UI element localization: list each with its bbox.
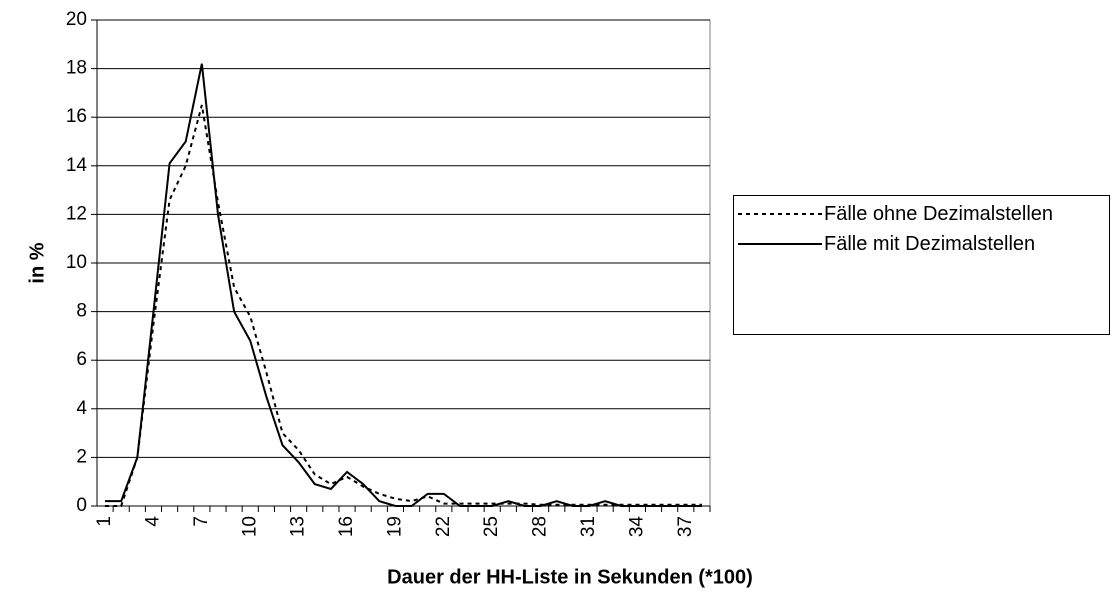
legend-entry: Fälle ohne Dezimalstellen — [734, 202, 1109, 226]
x-tick-label: 37 — [675, 516, 696, 537]
legend: Fälle ohne Dezimalstellen Fälle mit Dezim… — [733, 195, 1110, 335]
x-tick-label: 13 — [288, 516, 309, 537]
legend-entry: Fälle mit Dezimalstellen — [734, 232, 1109, 256]
x-tick-label: 7 — [191, 516, 212, 527]
legend-swatch — [738, 213, 822, 215]
y-tick-label: 8 — [76, 301, 87, 322]
y-tick-label: 6 — [76, 349, 87, 370]
y-tick-label: 18 — [66, 58, 87, 79]
legend-label: Fälle ohne Dezimalstellen — [824, 203, 1054, 225]
x-tick-label: 19 — [384, 516, 405, 537]
y-tick-label: 4 — [76, 398, 87, 419]
y-tick-label: 14 — [66, 155, 88, 176]
x-tick-label: 4 — [142, 516, 163, 527]
x-tick-label: 28 — [530, 516, 551, 537]
y-tick-label: 16 — [66, 106, 87, 127]
x-tick-label: 16 — [336, 516, 357, 537]
y-tick-label: 10 — [66, 252, 87, 273]
x-tick-label: 34 — [626, 516, 647, 538]
x-tick-label: 31 — [578, 516, 599, 537]
x-tick-label: 10 — [239, 516, 260, 537]
y-tick-label: 12 — [66, 203, 87, 224]
y-axis-label: in % — [26, 242, 48, 283]
legend-swatch — [738, 243, 822, 245]
line-series — [105, 104, 702, 507]
legend-label: Fälle mit Dezimalstellen — [824, 233, 1036, 255]
line-series — [105, 63, 702, 507]
x-tick-label: 22 — [433, 516, 454, 537]
y-tick-label: 20 — [66, 9, 87, 30]
y-tick-label: 0 — [76, 495, 87, 516]
y-tick-label: 2 — [76, 446, 87, 467]
x-axis-label: Dauer der HH-Liste in Sekunden (*100) — [387, 566, 753, 588]
x-tick-label: 1 — [94, 516, 115, 527]
x-tick-label: 25 — [481, 516, 502, 537]
